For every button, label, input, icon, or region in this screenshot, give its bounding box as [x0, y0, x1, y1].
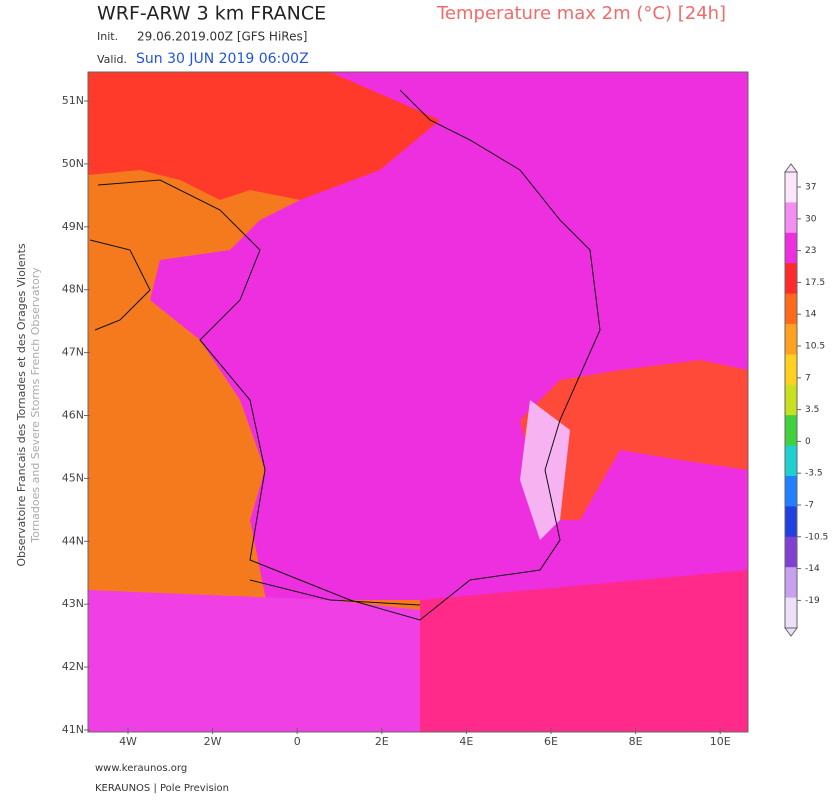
- colorbar-segment: [785, 384, 797, 416]
- colorbar-segment: [785, 324, 797, 355]
- colorbar-segment: [785, 536, 797, 568]
- colorbar-label: -14: [805, 564, 820, 574]
- valid-value: Sun 30 JUN 2019 06:00Z: [136, 51, 309, 67]
- lat-label: 48N: [62, 283, 84, 296]
- colorbar-segment: [785, 476, 797, 507]
- med-field: [420, 570, 748, 732]
- lat-label: 51N: [62, 94, 84, 107]
- colorbar-segment: [785, 202, 797, 234]
- colorbar-cap: [784, 627, 798, 637]
- colorbar-segment: [785, 232, 797, 264]
- lat-label: 42N: [62, 660, 84, 673]
- colorbar-segment: [785, 597, 797, 629]
- map-field: [88, 72, 748, 732]
- valid-label: Valid.: [97, 53, 127, 66]
- colorbar-label: 30: [805, 214, 817, 224]
- colorbar-label: 10.5: [805, 342, 825, 352]
- model-title: WRF-ARW 3 km FRANCE: [97, 3, 326, 25]
- colorbar-segment: [785, 415, 797, 447]
- land-field: [150, 72, 748, 732]
- colorbar-frame: [784, 171, 798, 629]
- lat-label: 49N: [62, 220, 84, 233]
- lat-label: 41N: [62, 723, 84, 736]
- lat-label: 46N: [62, 409, 84, 422]
- colorbar-label: 37: [805, 183, 816, 193]
- colorbar-segment: [785, 263, 797, 295]
- colorbar-segment: [785, 567, 797, 599]
- lon-label: 8E: [629, 735, 643, 748]
- borders: [89, 89, 601, 621]
- colorbar-segment: [785, 506, 797, 538]
- colorbar-segment: [785, 445, 797, 477]
- colorbar-label: 17.5: [805, 278, 825, 288]
- lat-label: 44N: [62, 534, 84, 547]
- lat-label: 45N: [62, 471, 84, 484]
- lat-label: 50N: [62, 157, 84, 170]
- product-title: Temperature max 2m (°C) [24h]: [436, 3, 726, 24]
- lon-label: 2W: [204, 735, 222, 748]
- side-text: Observatoire Francais des Tornades et de…: [15, 243, 28, 567]
- colorbar-label: 0: [805, 437, 811, 447]
- colorbar-label: 23: [805, 246, 816, 256]
- side-text: Tornadoes and Severe Storms French Obser…: [29, 267, 42, 544]
- footer-company: KERAUNOS | Pole Prevision: [95, 783, 229, 794]
- colorbar-label: -3.5: [805, 469, 823, 479]
- lon-label: 2E: [375, 735, 389, 748]
- alps-field: [520, 360, 748, 520]
- colorbar-label: -19: [805, 596, 820, 606]
- lon-label: 4W: [119, 735, 137, 748]
- colorbar-label: -7: [805, 501, 814, 511]
- lon-label: 6E: [544, 735, 558, 748]
- footer-website: www.keraunos.org: [95, 763, 187, 774]
- colorbar-cap: [784, 163, 798, 173]
- colorbar-segment: [785, 172, 797, 203]
- init-value: 29.06.2019.00Z [GFS HiRes]: [137, 30, 307, 44]
- colorbar-label: -10.5: [805, 532, 828, 542]
- colorbar-segment: [785, 293, 797, 325]
- colorbar-label: 14: [805, 310, 817, 320]
- colorbar-segment: [785, 354, 797, 386]
- init-label: Init.: [97, 30, 118, 43]
- lon-label: 10E: [710, 735, 731, 748]
- lat-label: 47N: [62, 346, 84, 359]
- colorbar-label: 7: [805, 373, 811, 383]
- iberia-field: [88, 590, 420, 732]
- lon-label: 0: [294, 735, 301, 748]
- lon-label: 4E: [459, 735, 473, 748]
- colorbar-label: 3.5: [805, 405, 819, 415]
- map-frame: [87, 71, 749, 733]
- lat-label: 43N: [62, 597, 84, 610]
